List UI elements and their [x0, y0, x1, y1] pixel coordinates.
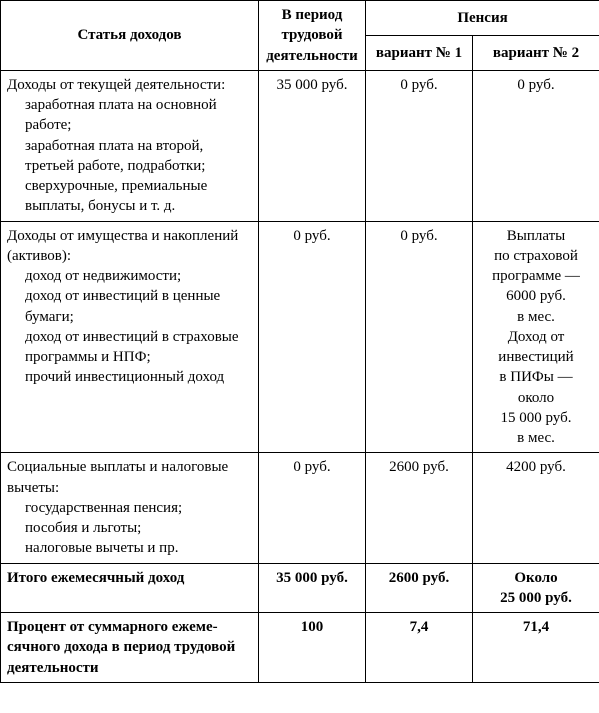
- table-row: Доходы от текущей деятельности: заработн…: [1, 70, 599, 221]
- article-sub: заработная плата на основной работе;: [7, 95, 252, 136]
- table-body: Доходы от текущей деятельности: заработн…: [1, 70, 599, 682]
- article-main: Социальные выплаты и налого­вые вычеты:: [7, 457, 252, 498]
- article-cell: Доходы от имущества и накопле­ний (актив…: [1, 221, 259, 453]
- totals-pension1: 7,4: [366, 613, 473, 683]
- table-row: Социальные выплаты и налого­вые вычеты: …: [1, 453, 599, 563]
- header-pension-group: Пенсия: [366, 1, 599, 36]
- pension2-line: в ПИФы —: [479, 367, 593, 387]
- pension2-line: программе —: [479, 266, 593, 286]
- pension2-value: Выплаты по страховой программе — 6000 ру…: [473, 221, 599, 453]
- totals-article: Процент от суммарного ежеме­сячного дохо…: [1, 613, 259, 683]
- article-sub: доход от недвижимости;: [7, 266, 252, 286]
- article-cell: Доходы от текущей деятельности: заработн…: [1, 70, 259, 221]
- totals-pension2: 71,4: [473, 613, 599, 683]
- table-header: Статья доходов В период трудовой деятель…: [1, 1, 599, 71]
- labor-value: 35 000 руб.: [259, 70, 366, 221]
- pension2-line: в мес.: [479, 307, 593, 327]
- pension2-line: в мес.: [479, 428, 593, 448]
- table-row: Доходы от имущества и накопле­ний (актив…: [1, 221, 599, 453]
- totals-labor: 100: [259, 613, 366, 683]
- totals-pension2: Около 25 000 руб.: [473, 563, 599, 613]
- pension2-line: 15 000 руб.: [479, 408, 593, 428]
- article-sub: заработная плата на второй, третьей рабо…: [7, 136, 252, 177]
- labor-value: 0 руб.: [259, 453, 366, 563]
- header-article: Статья доходов: [1, 1, 259, 71]
- article-cell: Социальные выплаты и налого­вые вычеты: …: [1, 453, 259, 563]
- header-pension1: вариант № 1: [366, 35, 473, 70]
- article-sub: налоговые вычеты и пр.: [7, 538, 252, 558]
- pension1-value: 2600 руб.: [366, 453, 473, 563]
- totals-article: Итого ежемесячный доход: [1, 563, 259, 613]
- totals-row: Итого ежемесячный доход 35 000 руб. 2600…: [1, 563, 599, 613]
- totals-pension1: 2600 руб.: [366, 563, 473, 613]
- pension1-value: 0 руб.: [366, 221, 473, 453]
- pension2-value: 4200 руб.: [473, 453, 599, 563]
- income-comparison-table: Статья доходов В период трудовой деятель…: [0, 0, 599, 683]
- totals-pension2-line: 25 000 руб.: [479, 588, 593, 608]
- labor-value: 0 руб.: [259, 221, 366, 453]
- totals-labor: 35 000 руб.: [259, 563, 366, 613]
- article-sub: прочий инвестиционный доход: [7, 367, 252, 387]
- article-sub: доход от инвестиций в страхо­вые програм…: [7, 327, 252, 368]
- totals-pension2-line: Около: [479, 568, 593, 588]
- header-labor: В период трудовой деятель­ности: [259, 1, 366, 71]
- article-main: Доходы от текущей деятельности:: [7, 75, 252, 95]
- header-pension2: вариант № 2: [473, 35, 599, 70]
- pension2-line: Выплаты: [479, 226, 593, 246]
- article-sub: доход от инвестиций в ценные бумаги;: [7, 286, 252, 327]
- article-sub: сверхурочные, премиальные выплаты, бонус…: [7, 176, 252, 217]
- article-sub: государственная пенсия;: [7, 498, 252, 518]
- pension1-value: 0 руб.: [366, 70, 473, 221]
- pension2-line: по страховой: [479, 246, 593, 266]
- pension2-line: инвестиций: [479, 347, 593, 367]
- article-sub: пособия и льготы;: [7, 518, 252, 538]
- pension2-line: Доход от: [479, 327, 593, 347]
- article-main: Доходы от имущества и накопле­ний (актив…: [7, 226, 252, 267]
- pension2-value: 0 руб.: [473, 70, 599, 221]
- pension2-line: 6000 руб.: [479, 286, 593, 306]
- totals-row: Процент от суммарного ежеме­сячного дохо…: [1, 613, 599, 683]
- pension2-line: около: [479, 388, 593, 408]
